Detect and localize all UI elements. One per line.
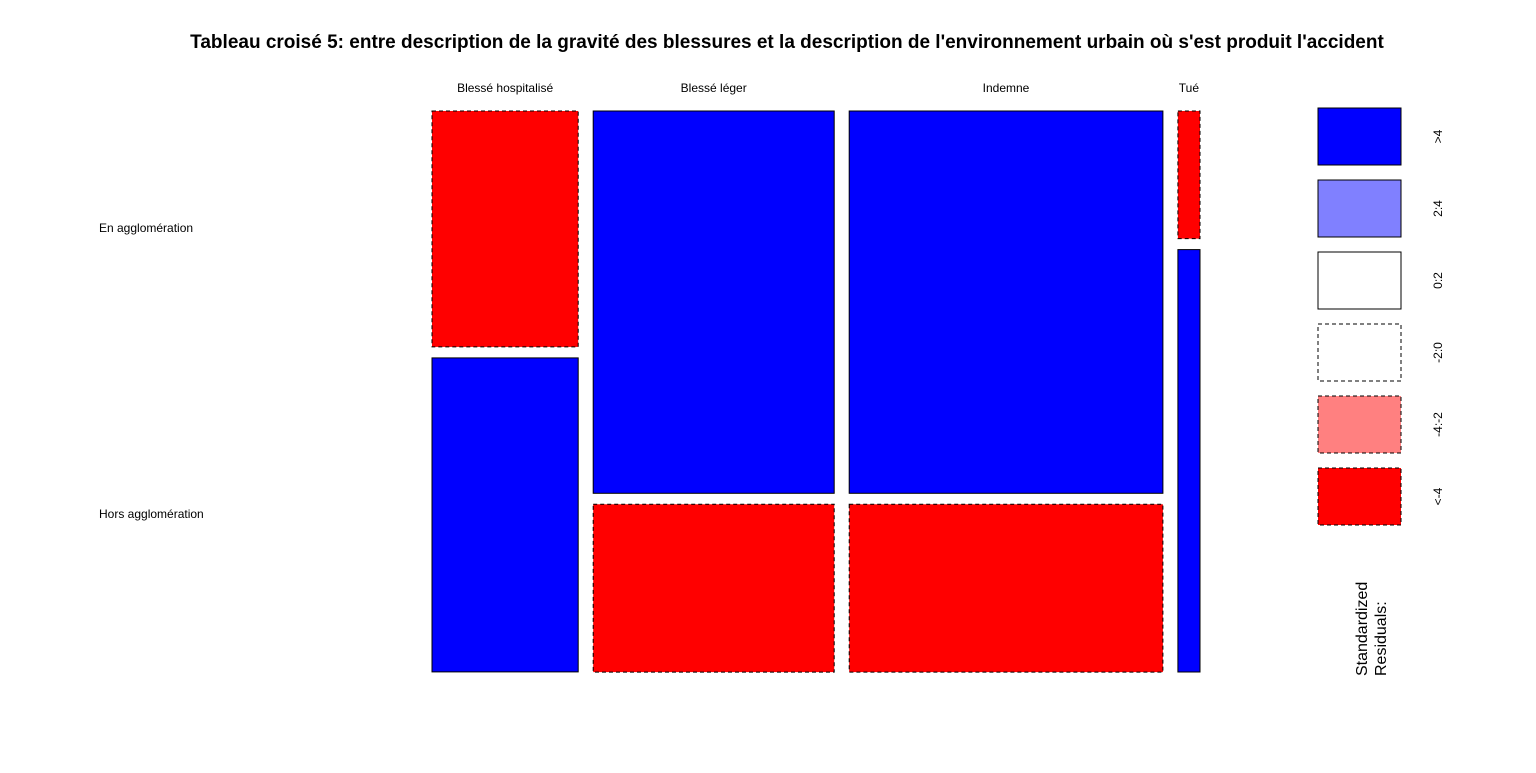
legend-swatch-4 [1317, 323, 1402, 382]
chart-title: Tableau croisé 5: entre description de l… [190, 32, 1384, 53]
legend-swatch-3 [1317, 251, 1402, 310]
legend-swatch-1 [1317, 107, 1402, 166]
column-label-indemne: Indemne [983, 81, 1030, 95]
legend-swatch-2 [1317, 179, 1402, 238]
legend-label-6: <-4 [1431, 487, 1445, 505]
legend-swatch-5 [1317, 395, 1402, 454]
legend-label-4: -2:0 [1431, 342, 1445, 363]
legend-swatch-6 [1317, 467, 1402, 526]
tile-blesse-leger-en-agglomeration [592, 110, 835, 494]
tile-blesse-hospitalise-hors-agglomeration [431, 357, 579, 673]
legend-label-3: 0:2 [1431, 272, 1445, 289]
legend-title-line-1: Standardized [1354, 582, 1371, 676]
tile-tue-en-agglomeration [1177, 110, 1201, 240]
column-label-blesse-leger: Blessé léger [681, 81, 747, 95]
column-label-blesse-hospitalise: Blessé hospitalisé [457, 81, 553, 95]
tile-tue-hors-agglomeration [1177, 249, 1201, 673]
tile-blesse-leger-hors-agglomeration [592, 503, 835, 673]
tile-indemne-hors-agglomeration [848, 503, 1164, 673]
legend-label-1: >4 [1431, 129, 1445, 143]
tile-indemne-en-agglomeration [848, 110, 1164, 494]
row-label-en-agglomeration: En agglomération [99, 221, 193, 235]
legend-label-5: -4:-2 [1431, 412, 1445, 437]
column-label-tue: Tué [1179, 81, 1200, 95]
legend-title-line-2: Residuals: [1373, 601, 1390, 676]
tile-blesse-hospitalise-en-agglomeration [431, 110, 579, 348]
legend-label-2: 2:4 [1431, 200, 1445, 217]
row-label-hors-agglomeration: Hors agglomération [99, 507, 204, 521]
